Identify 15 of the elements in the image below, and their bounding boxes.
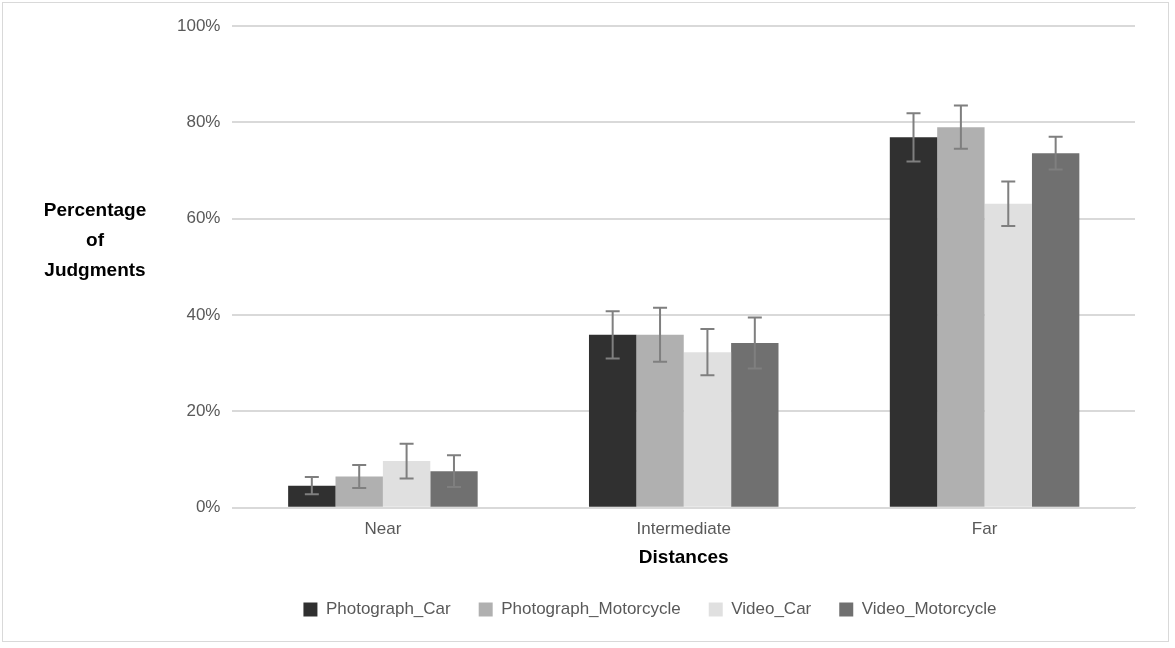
y-tick-label: 40%: [186, 304, 221, 324]
y-tick-label: 100%: [177, 15, 221, 35]
legend-label: Photograph_Car: [325, 599, 452, 619]
x-tick-label: Intermediate: [636, 518, 731, 538]
legend-label: Video_Motorcycle: [861, 599, 997, 619]
legend-label: Video_Car: [731, 599, 812, 619]
y-tick-label: 20%: [186, 401, 221, 421]
legend-label: Photograph_Motorcycle: [501, 599, 681, 619]
y-tick-label: 80%: [186, 112, 221, 132]
y-tick-label: 0%: [195, 497, 221, 517]
y-tick-label: 60%: [186, 208, 221, 228]
x-tick-label: Near: [364, 518, 402, 538]
x-axis-title: Distances: [638, 545, 729, 567]
y-axis-title: Percentage of Judgments: [42, 198, 148, 282]
x-tick-label: Far: [971, 518, 998, 538]
